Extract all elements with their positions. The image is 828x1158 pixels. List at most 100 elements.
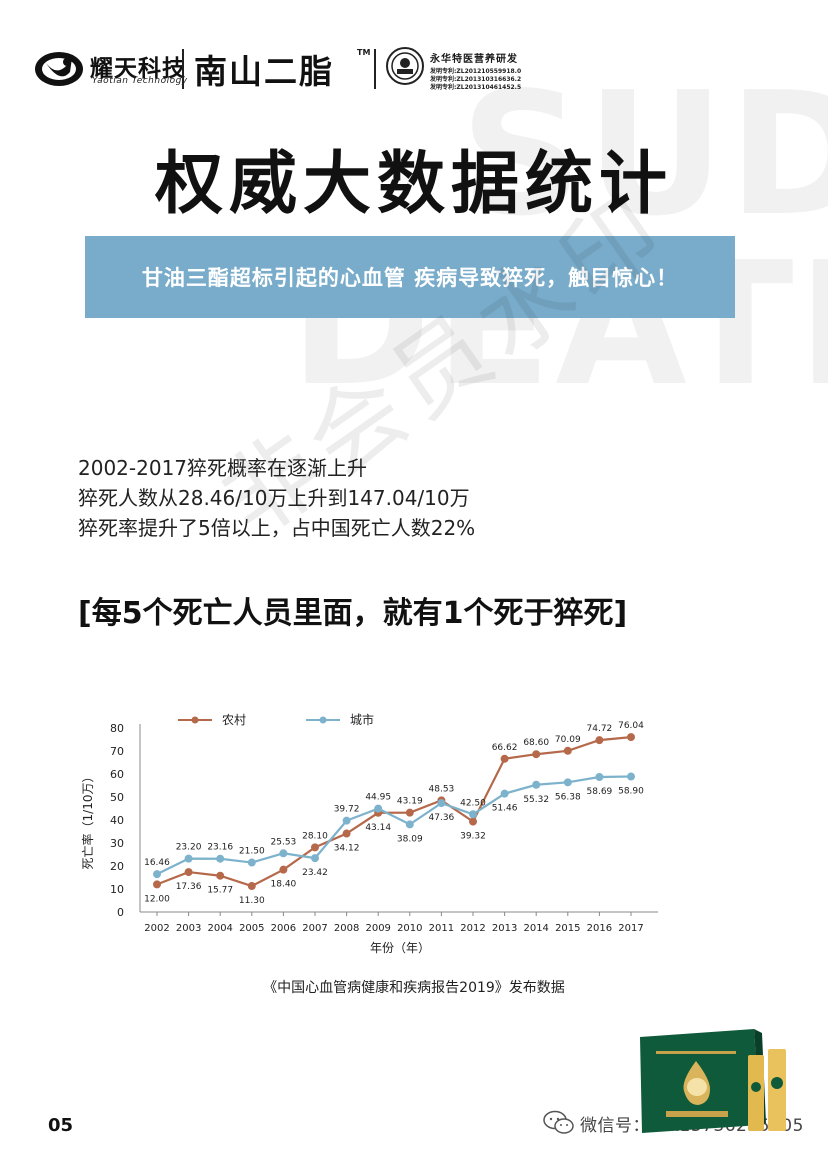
banner: [85, 236, 735, 318]
seal-name: 永华特医营养研发: [430, 54, 518, 65]
x-tick-label: 2008: [334, 923, 359, 934]
x-tick-label: 2017: [618, 923, 643, 934]
x-tick-label: 2014: [523, 923, 548, 934]
x-tick-label: 2002: [144, 923, 169, 934]
brand-name-cn: 耀天科技: [90, 56, 186, 82]
data-point: [563, 778, 572, 787]
data-label: 17.36: [176, 882, 202, 892]
x-tick-label: 2010: [397, 923, 422, 934]
legend-marker: [319, 716, 327, 724]
data-point: [311, 854, 319, 863]
data-point: [500, 754, 509, 763]
x-tick-label: 2016: [587, 923, 612, 934]
data-label: 70.09: [555, 735, 581, 745]
seal-icon: [386, 47, 424, 85]
y-tick-label: 30: [110, 837, 124, 850]
data-point: [532, 780, 541, 789]
data-label: 76.04: [618, 721, 644, 731]
data-label: 56.38: [555, 792, 581, 802]
data-point: [627, 772, 635, 781]
background-letters-top: SUD: [460, 70, 828, 254]
data-label: 48.53: [429, 784, 455, 794]
x-tick-label: 2009: [365, 923, 390, 934]
data-point: [405, 808, 414, 817]
y-axis-label: 死亡率（1/10万）: [80, 771, 95, 870]
data-source: 《中国心血管病健康和疾病报告2019》发布数据: [263, 980, 565, 996]
x-tick-label: 2006: [271, 923, 296, 934]
data-label: 11.30: [239, 896, 265, 906]
y-tick-label: 10: [110, 883, 124, 896]
product-brand: 南山二脂: [194, 52, 334, 91]
data-point: [153, 880, 161, 889]
data-point: [595, 773, 604, 782]
data-label: 68.60: [523, 738, 549, 748]
x-tick-label: 2007: [302, 923, 327, 934]
headline: [每5个死亡人员里面，就有1个死于猝死]: [78, 596, 628, 631]
patent-number: 发明专利:ZL201310316636.2: [430, 76, 522, 83]
y-tick-label: 50: [110, 791, 124, 804]
data-point: [153, 870, 161, 879]
yaotian-logo-icon: [35, 52, 83, 86]
patent-number: 发明专利:ZL201210559918.0: [430, 68, 522, 75]
data-label: 43.14: [365, 823, 391, 833]
data-point: [279, 849, 288, 858]
data-label: 55.32: [523, 795, 549, 805]
x-axis-label: 年份（年）: [370, 941, 430, 955]
data-point: [532, 750, 541, 759]
data-label: 44.95: [365, 793, 391, 803]
data-point: [563, 746, 572, 755]
data-label: 38.09: [397, 834, 423, 844]
header-divider: [182, 49, 184, 89]
data-point: [311, 843, 319, 852]
data-point: [184, 854, 193, 863]
data-label: 21.50: [239, 847, 265, 857]
data-label: 51.46: [492, 804, 518, 814]
data-label: 39.32: [460, 832, 486, 842]
data-point: [437, 799, 446, 808]
header-divider: [374, 49, 376, 89]
x-tick-label: 2003: [176, 923, 201, 934]
data-label: 23.20: [176, 843, 202, 853]
data-label: 28.10: [302, 831, 328, 841]
data-point: [500, 789, 509, 798]
y-tick-label: 60: [110, 768, 124, 781]
data-label: 16.46: [144, 858, 170, 868]
banner-text: 甘油三酯超标引起的心血管 疾病导致猝死，触目惊心！: [141, 266, 679, 290]
stat-line: 猝死率提升了5倍以上，占中国死亡人数22%: [78, 516, 476, 540]
page-title: 权威大数据统计: [154, 145, 673, 224]
data-label: 43.19: [397, 797, 423, 807]
x-tick-label: 2011: [429, 923, 454, 934]
y-tick-label: 0: [117, 906, 124, 919]
data-label: 12.00: [144, 894, 170, 904]
y-tick-label: 40: [110, 814, 124, 827]
line-chart: 0 10 20 30 40 50 60 70 80 2002 2003 2004 2005 2006 200…: [80, 712, 658, 955]
data-point: [247, 882, 256, 891]
data-label: 15.77: [207, 886, 233, 896]
series-line: [156, 775, 632, 876]
data-point: [469, 810, 477, 819]
legend-marker: [191, 716, 199, 724]
data-label: 39.72: [334, 805, 360, 815]
y-tick-label: 20: [110, 860, 124, 873]
series-line: [156, 736, 632, 888]
data-label: 23.42: [302, 868, 328, 878]
data-label: 34.12: [334, 844, 360, 854]
data-label: 18.40: [271, 880, 297, 890]
y-tick-label: 80: [110, 722, 124, 735]
legend-label: 城市: [350, 712, 374, 727]
data-point: [469, 817, 477, 826]
data-point: [342, 829, 351, 838]
data-point: [184, 868, 193, 877]
data-point: [342, 816, 351, 825]
x-tick-label: 2013: [492, 923, 517, 934]
data-label: 23.16: [207, 843, 233, 853]
data-point: [627, 733, 635, 742]
data-label: 66.62: [492, 743, 518, 753]
data-label: 58.69: [587, 787, 613, 797]
legend-label: 农村: [222, 713, 246, 727]
page-number: 05: [48, 1115, 74, 1136]
trademark-mark: TM: [357, 48, 371, 57]
wechat-icon: [543, 1110, 574, 1134]
data-point: [595, 736, 604, 745]
data-point: [279, 865, 288, 874]
